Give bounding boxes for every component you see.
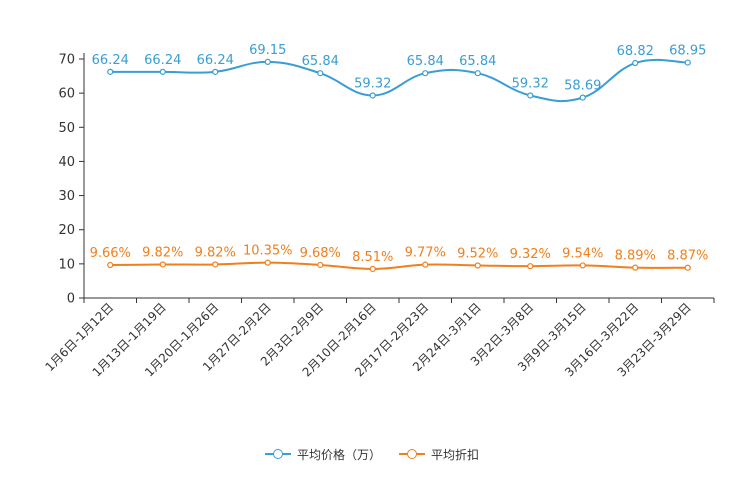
- y-tick-label: 0: [67, 292, 75, 307]
- legend-swatch-discount: [399, 448, 425, 460]
- data-point[interactable]: [527, 263, 534, 270]
- legend-item-discount[interactable]: 平均折扣: [399, 446, 479, 463]
- data-point[interactable]: [212, 68, 219, 75]
- x-axis: 1月6日-1月12日1月13日-1月19日1月20日-1月26日1月27日-2月…: [42, 297, 715, 380]
- data-label: 65.84: [407, 54, 444, 69]
- data-point[interactable]: [579, 94, 586, 101]
- data-label: 9.77%: [405, 246, 446, 261]
- series-layer: 66.24 66.24 66.24 69.15 65.84 59.32 65.84 65.84…: [90, 43, 708, 273]
- y-tick-label: 60: [58, 87, 75, 102]
- data-point[interactable]: [107, 68, 114, 75]
- data-label: 58.69: [564, 79, 601, 94]
- data-label: 9.32%: [510, 247, 551, 262]
- data-point[interactable]: [474, 70, 481, 77]
- data-label: 9.68%: [300, 246, 341, 261]
- data-label: 68.82: [617, 44, 654, 59]
- data-point[interactable]: [369, 92, 376, 99]
- data-point[interactable]: [684, 264, 691, 271]
- data-label: 8.87%: [667, 249, 708, 264]
- data-point[interactable]: [317, 261, 324, 269]
- data-point[interactable]: [107, 261, 114, 269]
- data-label: 9.54%: [562, 246, 603, 261]
- legend-label-discount: 平均折扣: [431, 447, 480, 462]
- data-point[interactable]: [684, 59, 691, 66]
- data-label: 8.51%: [352, 250, 393, 265]
- y-tick-label: 50: [58, 121, 75, 136]
- data-label: 9.82%: [142, 245, 183, 260]
- data-label: 10.35%: [243, 244, 293, 259]
- series-discount: 9.66% 9.82% 9.82% 10.35% 9.68% 8.51% 9.77% 9.52…: [90, 244, 708, 273]
- data-point[interactable]: [264, 58, 271, 66]
- data-label: 59.32: [512, 76, 549, 91]
- data-label: 68.95: [669, 44, 706, 59]
- y-tick-label: 40: [58, 155, 75, 170]
- legend-label-price: 平均价格（万）: [296, 447, 381, 462]
- data-label: 66.24: [92, 53, 129, 68]
- data-label: 59.32: [354, 76, 391, 91]
- data-point[interactable]: [422, 261, 429, 268]
- y-tick-label: 20: [58, 223, 75, 238]
- data-point[interactable]: [474, 262, 481, 269]
- data-label: 9.66%: [90, 246, 131, 261]
- data-label: 65.84: [302, 54, 339, 69]
- data-label: 69.15: [249, 43, 286, 58]
- legend-item-price[interactable]: 平均价格（万）: [264, 446, 381, 463]
- legend: 平均价格（万） 平均折扣: [0, 444, 744, 464]
- data-point[interactable]: [632, 264, 639, 271]
- series-line: [110, 261, 688, 270]
- data-point[interactable]: [159, 68, 166, 75]
- data-label: 65.84: [459, 54, 496, 69]
- y-axis: 0 10 20 30 40 50 60 70: [58, 53, 85, 307]
- data-label: 66.24: [144, 53, 181, 68]
- data-label: 66.24: [197, 53, 234, 68]
- data-label: 9.52%: [457, 246, 498, 261]
- data-point[interactable]: [422, 70, 429, 77]
- data-point[interactable]: [579, 262, 586, 269]
- y-tick-label: 70: [58, 53, 75, 68]
- data-point[interactable]: [632, 59, 639, 67]
- series-price: 66.24 66.24 66.24 69.15 65.84 59.32 65.84 65.84…: [92, 43, 706, 103]
- data-point[interactable]: [527, 92, 534, 99]
- legend-swatch-price: [264, 448, 291, 460]
- y-tick-label: 30: [58, 189, 75, 204]
- data-point[interactable]: [159, 261, 166, 268]
- data-point[interactable]: [317, 70, 324, 77]
- data-point[interactable]: [369, 265, 376, 273]
- data-point[interactable]: [212, 261, 219, 268]
- y-tick-label: 10: [58, 257, 75, 272]
- data-point[interactable]: [264, 259, 271, 266]
- series-line: [110, 58, 688, 103]
- data-label: 9.82%: [195, 245, 236, 260]
- data-label: 8.89%: [615, 249, 656, 264]
